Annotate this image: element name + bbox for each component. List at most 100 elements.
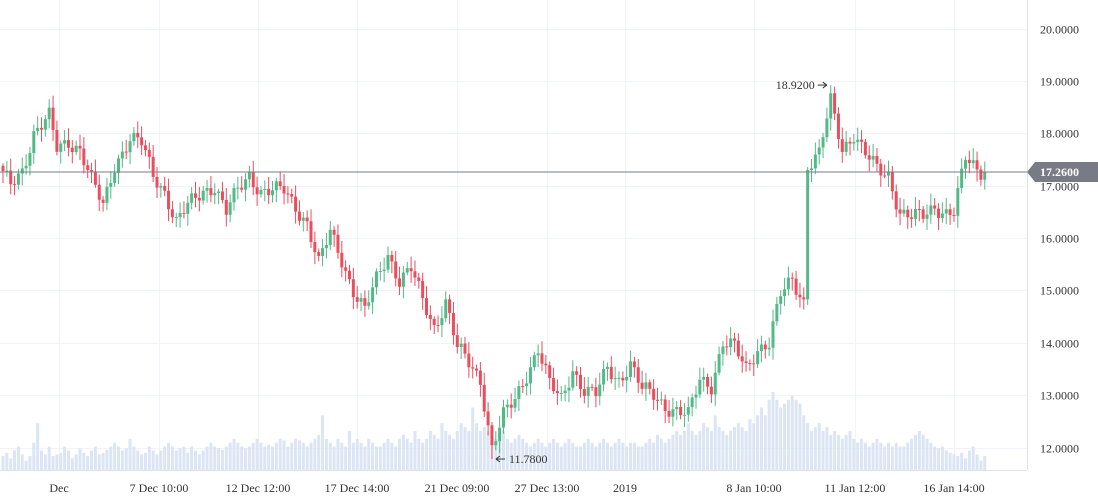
- volume-bar: [305, 446, 309, 470]
- volume-bar: [5, 452, 9, 470]
- candle-body: [686, 407, 690, 415]
- volume-bar: [413, 431, 417, 470]
- volume-bar: [829, 434, 833, 470]
- candle-body: [771, 321, 775, 348]
- volume-bar: [813, 427, 817, 470]
- volume-bar: [313, 438, 317, 470]
- volume-bar: [401, 434, 405, 470]
- candle-body: [979, 169, 983, 180]
- candle-body: [128, 141, 132, 153]
- candle-body: [952, 214, 956, 216]
- volume-bar: [378, 446, 382, 470]
- candle-body: [636, 367, 640, 383]
- candle-body: [5, 170, 9, 172]
- volume-bar: [586, 438, 590, 470]
- volume-bar: [652, 442, 656, 470]
- volume-bar: [979, 460, 983, 470]
- candle-body: [486, 411, 490, 426]
- y-tick-label: 13.0000: [1040, 389, 1079, 403]
- volume-bar: [24, 460, 28, 470]
- volume-bar: [575, 446, 579, 470]
- candle-body: [348, 270, 351, 280]
- volume-bar: [502, 431, 505, 470]
- candle-body: [336, 234, 340, 253]
- x-tick-label: 12 Dec 12:00: [226, 481, 291, 495]
- candle-body: [763, 344, 767, 350]
- candle-body: [378, 271, 382, 273]
- volume-bar: [301, 442, 305, 470]
- grid: [0, 0, 1027, 470]
- volume-bar: [282, 440, 286, 470]
- volume-bar: [390, 442, 394, 470]
- candle-body: [24, 165, 28, 169]
- volume-bar: [544, 446, 548, 470]
- volume-bar: [409, 442, 413, 470]
- candle-body: [120, 151, 124, 159]
- volume-bar: [632, 442, 636, 470]
- volume-bar: [825, 427, 829, 470]
- candle-body: [282, 186, 286, 194]
- candle-body: [124, 151, 128, 153]
- volume-bar: [555, 442, 559, 470]
- volume-bar: [983, 455, 987, 470]
- candle-body: [109, 183, 113, 187]
- volume-bar: [398, 438, 402, 470]
- y-tick-label: 14.0000: [1040, 337, 1079, 351]
- candle-body: [432, 318, 436, 326]
- volume-bar: [682, 431, 686, 470]
- candle-body: [775, 303, 779, 322]
- candle-body: [182, 212, 186, 214]
- x-tick-label: 2019: [613, 481, 637, 495]
- volume-bar: [425, 438, 428, 470]
- candle-body: [20, 168, 24, 174]
- volume-bar: [371, 442, 375, 470]
- candle-body: [194, 193, 197, 198]
- candle-body: [767, 347, 771, 350]
- volume-bar: [290, 442, 294, 470]
- candle-body: [971, 160, 975, 164]
- volume-bar: [20, 454, 24, 470]
- candle-body: [721, 346, 725, 355]
- candle-body: [143, 145, 147, 151]
- candle-body: [290, 193, 294, 197]
- volume-bar: [417, 438, 421, 470]
- volume-bar: [47, 446, 51, 470]
- volume-bar: [13, 450, 17, 470]
- volume-bar: [448, 434, 452, 470]
- candle-body: [517, 386, 521, 400]
- candle-body: [910, 217, 914, 219]
- candle-body: [644, 382, 648, 389]
- candle-body: [648, 382, 652, 389]
- candle-body: [251, 172, 255, 188]
- volume-bar: [16, 446, 20, 470]
- volume-bar: [43, 454, 47, 470]
- candle-body: [925, 214, 929, 219]
- candle-body: [713, 372, 717, 395]
- candle-body: [983, 172, 987, 180]
- candle-body: [725, 346, 729, 348]
- candle-body: [729, 338, 733, 348]
- candle-body: [652, 388, 656, 400]
- candle-body: [36, 127, 40, 132]
- candle-body: [783, 289, 787, 297]
- candle-body: [813, 154, 817, 169]
- volume-bar: [340, 442, 344, 470]
- volume-bar: [170, 446, 174, 470]
- volume-bar: [582, 442, 586, 470]
- candle-body: [513, 399, 517, 408]
- volume-bar: [482, 427, 486, 470]
- volume-bar: [640, 446, 644, 470]
- candle-body: [867, 155, 871, 160]
- volume-bar: [517, 434, 521, 470]
- candle-body: [170, 209, 174, 218]
- volume-bar: [967, 450, 971, 470]
- volume-bar: [590, 442, 594, 470]
- candle-body: [136, 132, 140, 138]
- volume-bar: [933, 446, 937, 470]
- volume-bar: [621, 442, 625, 470]
- candles: [1, 85, 987, 460]
- candle-body: [413, 271, 417, 278]
- candle-body: [671, 409, 675, 417]
- candle-body: [840, 139, 844, 152]
